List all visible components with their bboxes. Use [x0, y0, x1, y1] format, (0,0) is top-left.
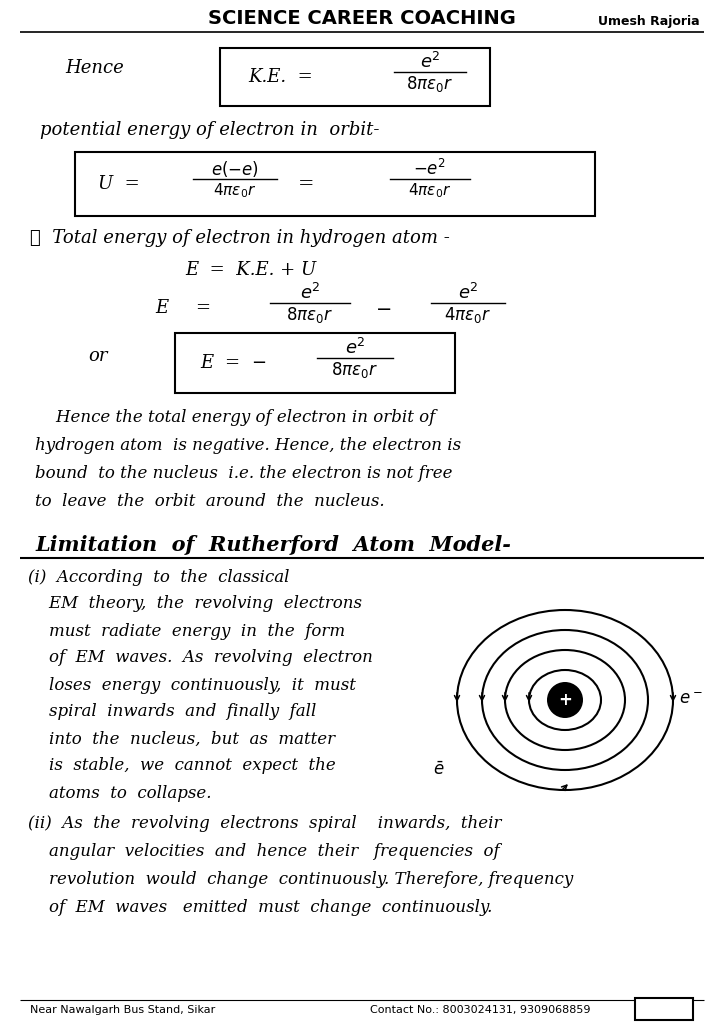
Text: U  =: U =	[98, 175, 140, 193]
Text: is  stable,  we  cannot  expect  the: is stable, we cannot expect the	[28, 758, 336, 774]
Bar	[220, 48, 490, 106]
Text: $e^2$: $e^2$	[300, 283, 320, 303]
Text: $e^2$: $e^2$	[420, 52, 440, 72]
Text: Umesh Rajoria: Umesh Rajoria	[598, 15, 700, 29]
Bar	[75, 152, 595, 216]
Text: (ii)  As  the  revolving  electrons  spiral    inwards,  their: (ii) As the revolving electrons spiral i…	[28, 814, 502, 831]
Text: Hence: Hence	[65, 59, 124, 77]
Text: $4\pi\epsilon_0 r$: $4\pi\epsilon_0 r$	[408, 181, 452, 201]
Text: $-$: $-$	[375, 299, 391, 317]
Text: Limitation  of  Rutherford  Atom  Model-: Limitation of Rutherford Atom Model-	[35, 535, 511, 555]
Text: or: or	[88, 347, 107, 365]
Text: $\bar{e}$: $\bar{e}$	[433, 761, 445, 778]
Text: E: E	[155, 299, 168, 317]
Text: atoms  to  collapse.: atoms to collapse.	[28, 784, 211, 802]
Text: ∴  Total energy of electron in hydrogen atom -: ∴ Total energy of electron in hydrogen a…	[30, 229, 450, 247]
Text: =: =	[298, 175, 314, 193]
Text: $8\pi\epsilon_0 r$: $8\pi\epsilon_0 r$	[406, 74, 454, 94]
Text: of  EM  waves.  As  revolving  electron: of EM waves. As revolving electron	[28, 649, 373, 667]
Text: EM  theory,  the  revolving  electrons: EM theory, the revolving electrons	[28, 596, 362, 612]
Text: Hence the total energy of electron in orbit of: Hence the total energy of electron in or…	[35, 410, 435, 427]
Text: hydrogen atom  is negative. Hence, the electron is: hydrogen atom is negative. Hence, the el…	[35, 437, 461, 455]
Bar	[635, 998, 693, 1020]
Text: bound  to the nucleus  i.e. the electron is not free: bound to the nucleus i.e. the electron i…	[35, 466, 452, 482]
Text: into  the  nucleus,  but  as  matter: into the nucleus, but as matter	[28, 730, 335, 748]
Circle shape	[547, 682, 583, 718]
Text: loses  energy  continuously,  it  must: loses energy continuously, it must	[28, 677, 356, 693]
Text: $-e^2$: $-e^2$	[413, 159, 447, 179]
Text: (i)  According  to  the  classical: (i) According to the classical	[28, 568, 290, 586]
Text: $4\pi\epsilon_0 r$: $4\pi\epsilon_0 r$	[214, 181, 257, 201]
Text: potential energy of electron in  orbit-: potential energy of electron in orbit-	[40, 121, 379, 139]
Text: E  =  $-$: E = $-$	[200, 354, 266, 372]
Bar	[175, 333, 455, 393]
Text: $e^2$: $e^2$	[345, 338, 366, 358]
Text: Contact No.: 8003024131, 9309068859: Contact No.: 8003024131, 9309068859	[370, 1005, 591, 1015]
Text: angular  velocities  and  hence  their   frequencies  of: angular velocities and hence their frequ…	[28, 843, 500, 859]
Text: revolution  would  change  continuously. Therefore, frequency: revolution would change continuously. Th…	[28, 870, 573, 888]
Text: =: =	[195, 299, 210, 317]
Text: $e(-e)$: $e(-e)$	[211, 159, 259, 179]
Text: SCIENCE CAREER COACHING: SCIENCE CAREER COACHING	[208, 8, 516, 28]
Text: must  radiate  energy  in  the  form: must radiate energy in the form	[28, 623, 345, 640]
Text: $e^-$: $e^-$	[679, 691, 703, 709]
Text: +: +	[558, 691, 572, 709]
Text: 08: 08	[654, 1002, 674, 1016]
Text: Near Nawalgarh Bus Stand, Sikar: Near Nawalgarh Bus Stand, Sikar	[30, 1005, 215, 1015]
Text: spiral  inwards  and  finally  fall: spiral inwards and finally fall	[28, 703, 316, 721]
Text: of  EM  waves   emitted  must  change  continuously.: of EM waves emitted must change continuo…	[28, 898, 492, 915]
Text: K.E.  =: K.E. =	[248, 68, 313, 86]
Text: E  =  K.E. + U: E = K.E. + U	[185, 261, 316, 279]
Text: $4\pi\epsilon_0 r$: $4\pi\epsilon_0 r$	[445, 305, 492, 325]
Text: $8\pi\epsilon_0 r$: $8\pi\epsilon_0 r$	[332, 360, 379, 380]
Text: $e^2$: $e^2$	[458, 283, 479, 303]
Text: $8\pi\epsilon_0 r$: $8\pi\epsilon_0 r$	[287, 305, 334, 325]
Text: to  leave  the  orbit  around  the  nucleus.: to leave the orbit around the nucleus.	[35, 494, 384, 511]
